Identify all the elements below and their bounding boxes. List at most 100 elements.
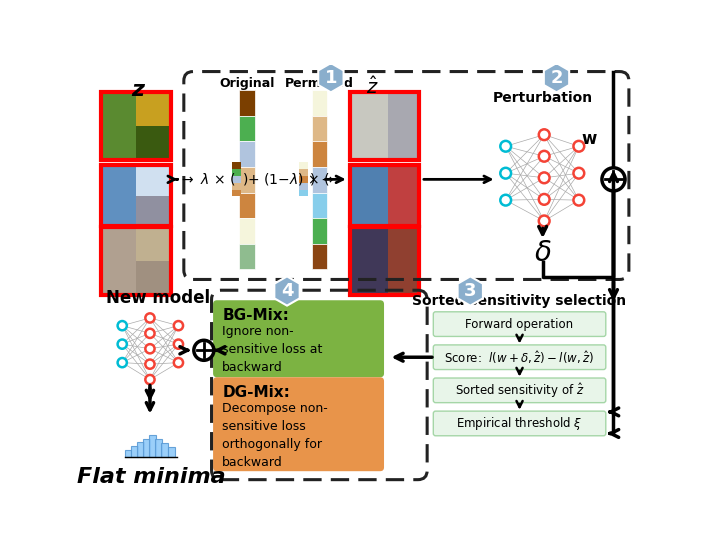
- Text: 4: 4: [281, 282, 293, 300]
- Bar: [233, 169, 241, 176]
- Circle shape: [145, 344, 154, 353]
- Bar: [350, 166, 419, 226]
- Text: Perturbation: Perturbation: [493, 90, 593, 105]
- Bar: [168, 447, 175, 457]
- Bar: [388, 92, 419, 160]
- FancyBboxPatch shape: [213, 300, 384, 377]
- Circle shape: [539, 172, 550, 183]
- Text: Sorted sensitivity selection: Sorted sensitivity selection: [412, 294, 627, 308]
- Circle shape: [118, 340, 127, 349]
- Bar: [312, 90, 327, 116]
- Bar: [312, 167, 327, 192]
- Text: Sorted sensitivity of $\hat{z}$: Sorted sensitivity of $\hat{z}$: [455, 381, 584, 400]
- Bar: [312, 218, 327, 244]
- Polygon shape: [274, 276, 300, 306]
- Bar: [102, 92, 136, 160]
- Text: $\hat{z}$: $\hat{z}$: [366, 76, 379, 98]
- Bar: [239, 244, 255, 269]
- Bar: [102, 92, 171, 160]
- Bar: [300, 176, 308, 183]
- Text: 2: 2: [551, 69, 563, 87]
- Bar: [300, 190, 308, 196]
- Bar: [239, 116, 255, 141]
- Bar: [388, 166, 419, 226]
- Circle shape: [174, 321, 183, 330]
- Text: BG-Mix:: BG-Mix:: [222, 308, 289, 323]
- Bar: [388, 227, 419, 295]
- Bar: [102, 166, 136, 226]
- Bar: [136, 227, 171, 261]
- Circle shape: [118, 321, 127, 330]
- Circle shape: [174, 340, 183, 349]
- Bar: [149, 435, 156, 457]
- Bar: [233, 162, 241, 169]
- Bar: [239, 141, 255, 167]
- Bar: [312, 141, 327, 167]
- Bar: [239, 90, 255, 116]
- Circle shape: [573, 195, 584, 205]
- Bar: [300, 162, 308, 169]
- Bar: [350, 92, 419, 160]
- Text: Flat minima: Flat minima: [77, 468, 226, 487]
- Bar: [350, 227, 388, 295]
- Text: Forward operation: Forward operation: [465, 318, 574, 331]
- Circle shape: [539, 216, 550, 226]
- Bar: [233, 190, 241, 196]
- Text: DG-Mix:: DG-Mix:: [222, 385, 290, 400]
- Bar: [233, 176, 241, 183]
- Text: Permuted: Permuted: [285, 77, 354, 90]
- FancyBboxPatch shape: [434, 411, 606, 436]
- Text: )+ (1$-\lambda$) $\times$ (: )+ (1$-\lambda$) $\times$ (: [243, 171, 330, 187]
- Polygon shape: [458, 276, 483, 306]
- Text: New model: New model: [106, 289, 209, 307]
- Bar: [233, 183, 241, 190]
- FancyBboxPatch shape: [434, 378, 606, 403]
- Circle shape: [145, 360, 154, 369]
- FancyBboxPatch shape: [434, 345, 606, 370]
- Bar: [300, 183, 308, 190]
- Bar: [125, 450, 131, 457]
- Bar: [136, 261, 171, 295]
- Circle shape: [539, 151, 550, 162]
- Bar: [350, 166, 388, 226]
- Text: $\delta$: $\delta$: [534, 239, 551, 267]
- Bar: [155, 439, 162, 457]
- Bar: [130, 446, 137, 457]
- Circle shape: [145, 375, 154, 384]
- Text: z: z: [131, 80, 144, 100]
- Text: Score:  $l(w+\delta,\hat{z})-l(w,\hat{z})$: Score: $l(w+\delta,\hat{z})-l(w,\hat{z})…: [444, 349, 594, 366]
- Bar: [300, 169, 308, 176]
- Circle shape: [174, 358, 183, 367]
- Bar: [136, 92, 171, 126]
- Bar: [137, 442, 144, 457]
- Bar: [312, 192, 327, 218]
- Circle shape: [118, 358, 127, 367]
- Text: Empirical threshold $\xi$: Empirical threshold $\xi$: [456, 415, 583, 432]
- Bar: [350, 227, 419, 295]
- Bar: [136, 126, 171, 160]
- Circle shape: [501, 195, 511, 205]
- Text: 3: 3: [464, 282, 477, 300]
- Circle shape: [145, 329, 154, 338]
- Bar: [350, 92, 388, 160]
- Circle shape: [501, 141, 511, 152]
- FancyBboxPatch shape: [434, 312, 606, 336]
- Polygon shape: [544, 63, 569, 92]
- Circle shape: [573, 141, 584, 152]
- Bar: [161, 443, 168, 457]
- Bar: [143, 439, 150, 457]
- Circle shape: [501, 168, 511, 179]
- Circle shape: [539, 129, 550, 140]
- Bar: [239, 218, 255, 244]
- Bar: [102, 227, 136, 295]
- Bar: [102, 166, 171, 226]
- Text: 1: 1: [324, 69, 337, 87]
- Bar: [136, 166, 171, 196]
- Text: Original: Original: [219, 77, 275, 90]
- Polygon shape: [318, 63, 343, 92]
- Bar: [312, 116, 327, 141]
- Bar: [239, 167, 255, 192]
- Circle shape: [573, 168, 584, 179]
- Bar: [312, 244, 327, 269]
- Circle shape: [145, 313, 154, 323]
